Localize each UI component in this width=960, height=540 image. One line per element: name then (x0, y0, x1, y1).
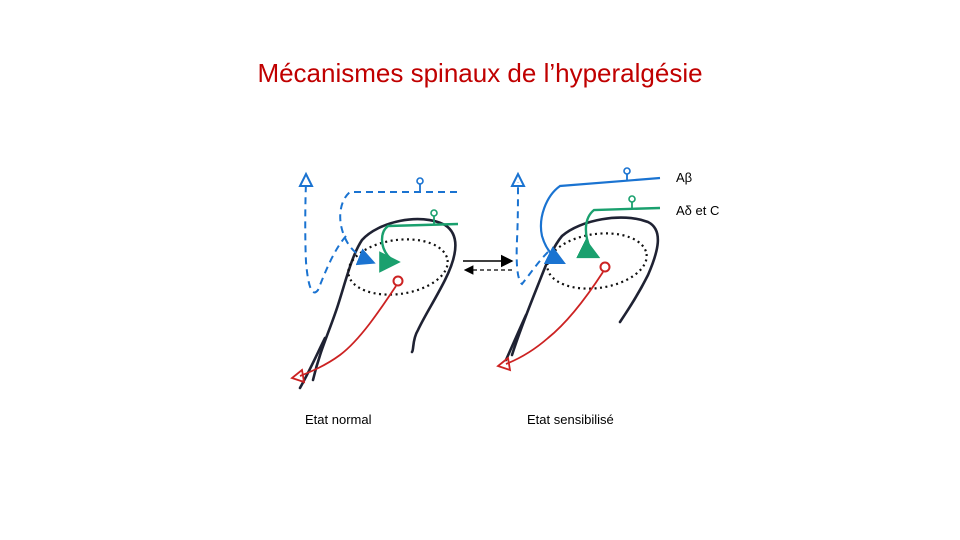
abeta-ascending-normal (304, 181, 347, 294)
projection-neuron-sensitized (599, 261, 611, 273)
projection-neuron-normal (392, 275, 404, 287)
label-etat-sensibilise: Etat sensibilisé (527, 412, 614, 427)
dorsal-horn-inner-normal (298, 336, 327, 390)
panel-sensitized (496, 167, 661, 372)
panel-normal (290, 171, 459, 390)
dorsal-horn-inner-sensitized (504, 313, 528, 362)
adelta-ganglion-normal (430, 209, 438, 217)
projection-head-normal (290, 368, 306, 384)
abeta-ganglion-sensitized (623, 167, 631, 175)
abeta-fiber-normal (339, 191, 457, 266)
adelta-c-fiber-sensitized (576, 206, 661, 259)
abeta-ganglion-normal (416, 177, 424, 185)
abeta-fiber-sensitized (539, 176, 661, 264)
abeta-ascend-head-normal (298, 171, 314, 187)
slide-title: Mécanismes spinaux de l’hyperalgésie (257, 58, 703, 88)
dorsal-horn-outline-sensitized (510, 216, 660, 357)
synaptic-zone-normal (347, 238, 449, 296)
projection-axon-normal (299, 285, 397, 377)
dorsal-horn-outline-normal (311, 217, 457, 382)
synaptic-zone-sensitized (546, 232, 648, 290)
label-adelta-c: Aδ et C (676, 203, 720, 218)
projection-axon-sensitized (505, 271, 604, 365)
adelta-c-fiber-normal (379, 222, 459, 273)
adelta-ganglion-sensitized (628, 195, 636, 203)
label-etat-normal: Etat normal (305, 412, 372, 427)
label-abeta: Aβ (676, 170, 693, 185)
abeta-ascend-head-sensitized (510, 171, 526, 187)
projection-head-sensitized (496, 356, 512, 372)
